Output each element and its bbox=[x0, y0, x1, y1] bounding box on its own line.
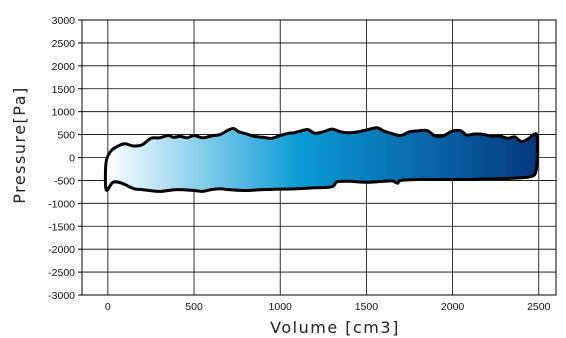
y-tick-label: 3000 bbox=[52, 15, 76, 27]
x-tick-label: 2500 bbox=[527, 301, 551, 313]
y-tick-labels: 3000 2500 2000 1500 1000 500 0 -500 -1000 -1500 -2… bbox=[48, 15, 75, 302]
x-axis-title: Volume [cm3] bbox=[270, 318, 400, 337]
y-tick-label: 1500 bbox=[52, 84, 76, 96]
pv-loop-area bbox=[103, 126, 539, 193]
y-tick-label: -3000 bbox=[48, 290, 75, 302]
data-region bbox=[103, 126, 539, 193]
y-axis-title: Pressure[Pa] bbox=[10, 86, 29, 204]
x-tick-labels: 0 500 1000 1500 2000 2500 bbox=[105, 301, 551, 313]
x-tick-label: 0 bbox=[105, 301, 111, 313]
y-tick-label: -1500 bbox=[48, 221, 75, 233]
y-tick-label: -500 bbox=[54, 175, 75, 187]
y-tick-label: 1000 bbox=[52, 107, 76, 119]
y-tick-label: 2000 bbox=[52, 61, 76, 73]
y-tick-label: -2000 bbox=[48, 244, 75, 256]
x-tick-label: 2000 bbox=[441, 301, 465, 313]
y-tick-label: 500 bbox=[57, 130, 75, 142]
x-tick-label: 1500 bbox=[355, 301, 379, 313]
y-tick-label: 2500 bbox=[52, 38, 76, 50]
y-tick-label: 0 bbox=[69, 153, 75, 165]
x-tick-label: 500 bbox=[185, 301, 203, 313]
y-tick-label: -1000 bbox=[48, 198, 75, 210]
x-tick-label: 1000 bbox=[269, 301, 293, 313]
y-tick-label: -2500 bbox=[48, 267, 75, 279]
